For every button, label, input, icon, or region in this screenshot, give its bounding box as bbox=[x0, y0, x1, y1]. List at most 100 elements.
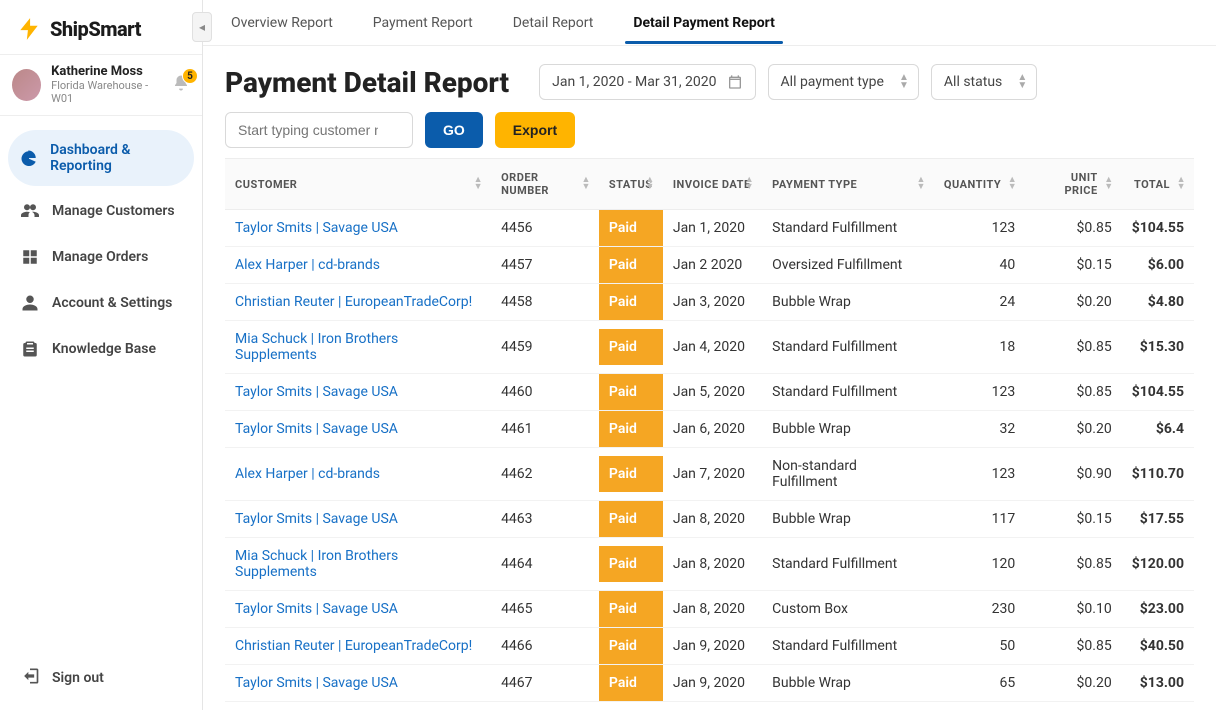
sidebar-item-label: Dashboard & Reporting bbox=[50, 142, 182, 174]
payment-type-value: All payment type bbox=[781, 74, 884, 90]
tab-overview-report[interactable]: Overview Report bbox=[231, 3, 333, 43]
cell-status: Paid bbox=[599, 374, 663, 411]
cell-unit-price: $0.85 bbox=[1025, 374, 1121, 411]
main: Overview Report Payment Report Detail Repo… bbox=[203, 0, 1216, 710]
signout-button[interactable]: Sign out bbox=[8, 654, 194, 702]
customer-link[interactable]: Alex Harper | cd-brands bbox=[235, 466, 380, 482]
cell-date: Jan 7, 2020 bbox=[663, 448, 762, 501]
cell-status: Paid bbox=[599, 702, 663, 710]
customer-search-input[interactable] bbox=[238, 122, 378, 138]
cell-date: Jan 9, 2020 bbox=[663, 702, 762, 710]
cell-status: Paid bbox=[599, 411, 663, 448]
status-badge: Paid bbox=[599, 284, 663, 320]
col-label: ORDER NUMBER bbox=[501, 171, 549, 197]
customer-link[interactable]: Mia Schuck | Iron Brothers Supplements bbox=[235, 548, 398, 580]
cell-date: Jan 8, 2020 bbox=[663, 501, 762, 538]
cell-date: Jan 9, 2020 bbox=[663, 665, 762, 702]
sidebar-item-dashboard-reporting[interactable]: Dashboard & Reporting bbox=[8, 130, 194, 186]
brand-logo-icon bbox=[16, 16, 42, 42]
tab-payment-report[interactable]: Payment Report bbox=[373, 3, 473, 43]
user-location: Florida Warehouse - W01 bbox=[51, 80, 162, 105]
table-body: Taylor Smits | Savage USA4456PaidJan 1, … bbox=[225, 210, 1194, 710]
cell-customer: Alex Harper | cd-brands bbox=[225, 247, 491, 284]
payment-type-select[interactable]: All payment type ▲▼ bbox=[768, 64, 919, 100]
cell-date: Jan 9, 2020 bbox=[663, 628, 762, 665]
cell-order: 4467 bbox=[491, 665, 599, 702]
sort-icon: ▲▼ bbox=[916, 177, 925, 191]
cell-customer: Taylor Smits | Savage USA bbox=[225, 411, 491, 448]
sidebar-item-account-settings[interactable]: Account & Settings bbox=[8, 282, 194, 324]
sort-icon: ▲▼ bbox=[1104, 177, 1113, 191]
clipboard-icon bbox=[20, 340, 40, 358]
col-total[interactable]: TOTAL▲▼ bbox=[1122, 159, 1194, 210]
updown-icon: ▲▼ bbox=[1017, 74, 1027, 90]
customer-link[interactable]: Taylor Smits | Savage USA bbox=[235, 511, 398, 527]
date-range-picker[interactable]: Jan 1, 2020 - Mar 31, 2020 bbox=[539, 64, 755, 100]
col-date[interactable]: INVOICE DATE▲▼ bbox=[663, 159, 762, 210]
notifications-button[interactable]: 5 bbox=[172, 74, 190, 96]
tab-detail-payment-report[interactable]: Detail Payment Report bbox=[633, 3, 774, 43]
user-name: Katherine Moss bbox=[51, 65, 162, 80]
customer-link[interactable]: Taylor Smits | Savage USA bbox=[235, 384, 398, 400]
page-title: Payment Detail Report bbox=[225, 66, 509, 99]
table-row: Taylor Smits | Savage USA4460PaidJan 5, … bbox=[225, 374, 1194, 411]
table-row: Taylor Smits | Savage USA 4465PaidJan 8, … bbox=[225, 591, 1194, 628]
export-button[interactable]: Export bbox=[495, 112, 575, 148]
status-badge: Paid bbox=[599, 374, 663, 410]
customer-search[interactable] bbox=[225, 112, 413, 148]
tabs: Overview Report Payment Report Detail Repo… bbox=[203, 0, 1216, 46]
status-badge: Paid bbox=[599, 329, 663, 365]
cell-total: $40.50 bbox=[1122, 628, 1194, 665]
user-profile[interactable]: Katherine Moss Florida Warehouse - W01 5 bbox=[0, 54, 202, 116]
cell-total: $104.55 bbox=[1122, 374, 1194, 411]
go-button[interactable]: GO bbox=[425, 112, 483, 148]
cell-status: Paid bbox=[599, 538, 663, 591]
cell-payment-type: Bubble Wrap bbox=[762, 411, 934, 448]
cell-unit-price: $0.20 bbox=[1025, 284, 1121, 321]
cell-quantity: 65 bbox=[934, 665, 1025, 702]
cell-date: Jan 8, 2020 bbox=[663, 591, 762, 628]
cell-customer: Mia Schuck | Iron Brothers Supplements bbox=[225, 321, 491, 374]
customer-link[interactable]: Taylor Smits | Savage USA bbox=[235, 421, 398, 437]
col-label: QUANTITY bbox=[944, 178, 1001, 191]
cell-customer: Taylor Smits | Savage USA bbox=[225, 501, 491, 538]
col-qty[interactable]: QUANTITY▲▼ bbox=[934, 159, 1025, 210]
table-row: Mia Schuck | Iron Brothers Supplements44… bbox=[225, 321, 1194, 374]
cell-order: 4468 bbox=[491, 702, 599, 710]
sidebar-collapse-button[interactable]: ◂ bbox=[192, 12, 212, 42]
customer-link[interactable]: Christian Reuter | EuropeanTradeCorp! bbox=[235, 638, 472, 654]
cell-order: 4457 bbox=[491, 247, 599, 284]
sidebar-item-knowledge-base[interactable]: Knowledge Base bbox=[8, 328, 194, 370]
tab-detail-report[interactable]: Detail Report bbox=[513, 3, 594, 43]
status-select[interactable]: All status ▲▼ bbox=[931, 64, 1037, 100]
sidebar-item-manage-customers[interactable]: Manage Customers bbox=[8, 190, 194, 232]
calendar-icon bbox=[727, 74, 743, 90]
updown-icon: ▲▼ bbox=[899, 74, 909, 90]
customer-link[interactable]: Taylor Smits | Savage USA bbox=[235, 675, 398, 691]
cell-customer: Taylor Smits | Savage USA bbox=[225, 591, 491, 628]
sidebar-item-manage-orders[interactable]: Manage Orders bbox=[8, 236, 194, 278]
col-customer[interactable]: CUSTOMER▲▼ bbox=[225, 159, 491, 210]
cell-order: 4462 bbox=[491, 448, 599, 501]
table-row: Christian Reuter | EuropeanTradeCorp!446… bbox=[225, 628, 1194, 665]
user-info: Katherine Moss Florida Warehouse - W01 bbox=[51, 65, 162, 105]
cell-total: $15.30 bbox=[1122, 321, 1194, 374]
status-badge: Paid bbox=[599, 591, 663, 627]
brand: ShipSmart bbox=[0, 0, 202, 54]
status-badge: Paid bbox=[599, 628, 663, 664]
date-range-value: Jan 1, 2020 - Mar 31, 2020 bbox=[552, 74, 716, 90]
col-ptype[interactable]: PAYMENT TYPE▲▼ bbox=[762, 159, 934, 210]
cell-order: 4465 bbox=[491, 591, 599, 628]
customer-link[interactable]: Christian Reuter | EuropeanTradeCorp! bbox=[235, 294, 472, 310]
status-badge: Paid bbox=[599, 456, 663, 492]
col-unit[interactable]: UNIT PRICE▲▼ bbox=[1025, 159, 1121, 210]
customer-link[interactable]: Taylor Smits | Savage USA bbox=[235, 220, 398, 236]
customer-link[interactable]: Mia Schuck | Iron Brothers Supplements bbox=[235, 331, 398, 363]
col-order[interactable]: ORDER NUMBER▲▼ bbox=[491, 159, 599, 210]
cell-quantity: 230 bbox=[934, 591, 1025, 628]
signout-label: Sign out bbox=[52, 670, 104, 686]
customer-link[interactable]: Taylor Smits | Savage USA bbox=[235, 601, 398, 617]
col-status[interactable]: STATUS▲▼ bbox=[599, 159, 663, 210]
customer-link[interactable]: Alex Harper | cd-brands bbox=[235, 257, 380, 273]
cell-status: Paid bbox=[599, 591, 663, 628]
